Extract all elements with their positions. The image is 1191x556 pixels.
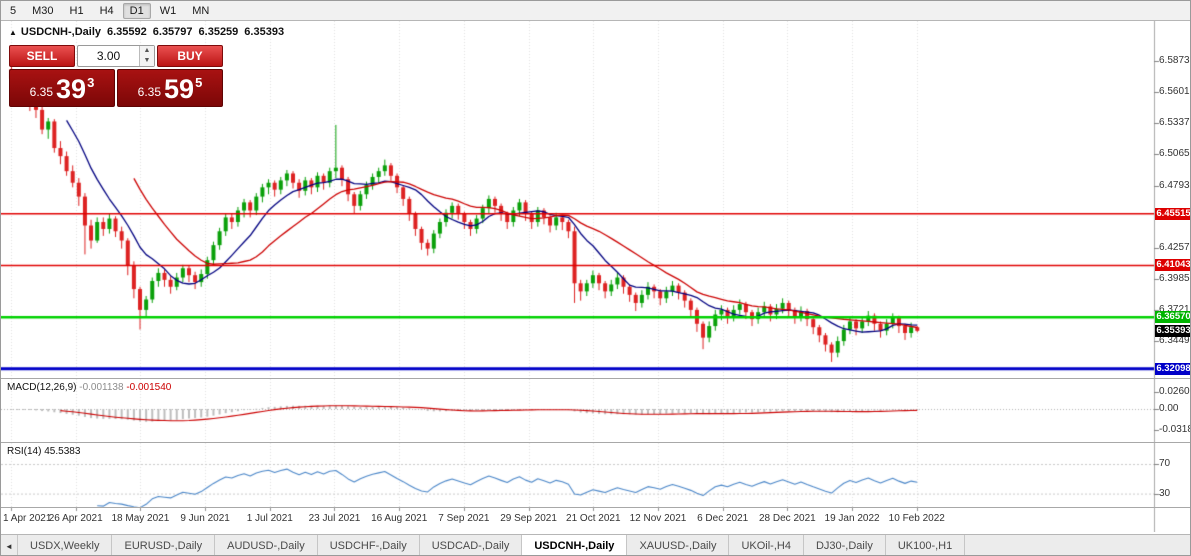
buy-price-button[interactable]: 6.35 59 5 [117, 69, 223, 107]
timeframe-button-w1[interactable]: W1 [159, 4, 177, 17]
macd-name: MACD(12,26,9) [7, 382, 77, 393]
chart-tab-bar: ◄ USDX,Weekly EURUSD-,Daily AUDUSD-,Daily US… [1, 534, 1190, 555]
timeframe-button-h1[interactable]: H1 [69, 4, 84, 17]
chart-tab-usdcad-daily[interactable]: USDCAD-,Daily [420, 535, 523, 555]
buy-price-point: 5 [195, 75, 203, 90]
volume-input[interactable]: 3.00 [96, 49, 121, 63]
timeframe-button-d1[interactable]: D1 [122, 2, 151, 19]
volume-stepper[interactable]: ▲ ▼ [139, 46, 154, 66]
sell-price-base: 6.35 [29, 85, 54, 99]
chart-tab-eurusd-daily[interactable]: EURUSD-,Daily [112, 535, 216, 555]
volume-control: 3.00 ▲ ▼ [77, 45, 155, 67]
one-click-panel-toggle-icon[interactable]: ▲ [9, 27, 17, 37]
macd-signal-value: -0.001540 [126, 382, 172, 393]
panel-resize-handle[interactable] [1, 507, 1190, 508]
tab-scroll-left-icon[interactable]: ◄ [1, 535, 18, 555]
sell-price-button[interactable]: 6.35 39 3 [9, 69, 115, 107]
rsi-name: RSI(14) [7, 446, 42, 457]
stepper-down-icon[interactable]: ▼ [143, 57, 151, 64]
rsi-indicator-label: RSI(14) 45.5383 [7, 446, 80, 457]
symbol-period-label: USDCNH-,Daily [20, 26, 101, 38]
buy-button[interactable]: BUY [157, 45, 223, 67]
timeframe-button-mn[interactable]: MN [192, 4, 210, 17]
macd-main-value: -0.001138 [79, 382, 124, 393]
timeframe-toolbar: 5 M30 H1 H4 D1 W1 MN [1, 1, 1190, 21]
buy-price-base: 6.35 [137, 85, 162, 99]
chart-tab-dj30-daily[interactable]: DJ30-,Daily [804, 535, 886, 555]
timeframe-button-5[interactable]: 5 [10, 4, 17, 17]
ohlc-close: 6.35393 [244, 26, 285, 38]
buy-price-pips: 59 [164, 74, 195, 105]
rsi-value: 45.5383 [44, 446, 81, 457]
chart-tab-usdcnh-daily[interactable]: USDCNH-,Daily [522, 535, 628, 555]
chart-symbol-label: ▲ USDCNH-,Daily 6.35592 6.35797 6.35259 … [9, 26, 284, 38]
chart-tab-usdx-weekly[interactable]: USDX,Weekly [18, 535, 113, 555]
chart-tab-uk100-h1[interactable]: UK100-,H1 [886, 535, 966, 555]
ohlc-open: 6.35592 [107, 26, 147, 38]
sell-button[interactable]: SELL [9, 45, 75, 67]
chart-tab-audusd-daily[interactable]: AUDUSD-,Daily [215, 535, 318, 555]
macd-indicator-label: MACD(12,26,9) -0.001138 -0.001540 [7, 382, 171, 393]
timeframe-button-m30[interactable]: M30 [32, 4, 54, 17]
ohlc-low: 6.35259 [198, 26, 239, 38]
chart-tab-xauusd-daily[interactable]: XAUUSD-,Daily [627, 535, 730, 555]
sell-price-pips: 39 [56, 74, 87, 105]
timeframe-button-h4[interactable]: H4 [99, 4, 114, 17]
ohlc-high: 6.35797 [152, 26, 193, 38]
one-click-trading-panel: SELL 3.00 ▲ ▼ BUY 6.35 39 3 6.35 59 5 [9, 45, 223, 107]
stepper-up-icon[interactable]: ▲ [143, 47, 151, 54]
panel-resize-handle[interactable] [1, 442, 1190, 443]
chart-tab-ukoil-h4[interactable]: UKOil-,H4 [729, 535, 804, 555]
panel-resize-handle[interactable] [1, 378, 1190, 379]
sell-price-point: 3 [87, 75, 95, 90]
chart-tab-usdchf-daily[interactable]: USDCHF-,Daily [318, 535, 420, 555]
